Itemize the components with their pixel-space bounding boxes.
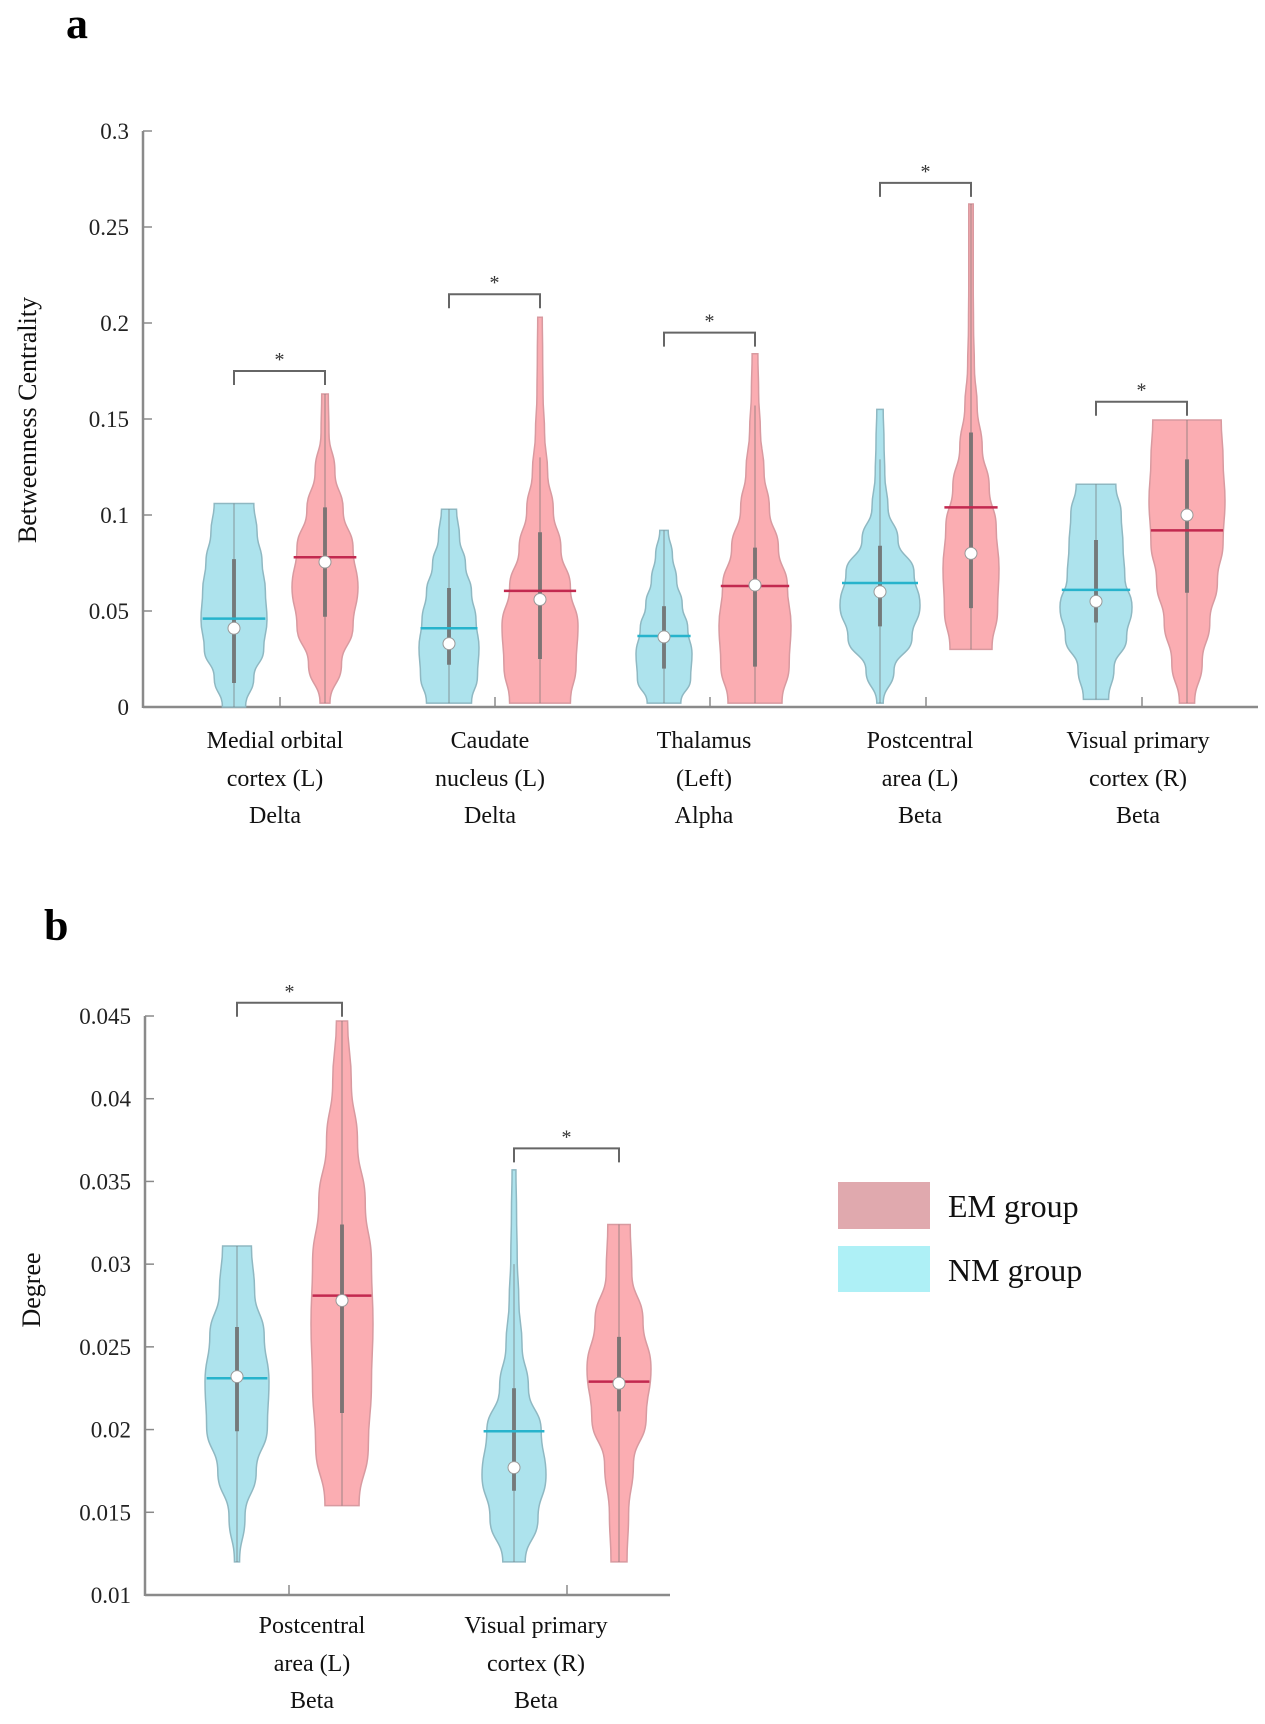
x-category-label: Medial orbital <box>207 728 344 754</box>
legend-swatch-nm <box>838 1246 930 1292</box>
median-dot-em <box>964 546 978 560</box>
y-tick-label: 0.045 <box>79 1004 131 1029</box>
x-category-label: Beta <box>898 803 942 829</box>
x-category-label: (Left) <box>676 766 732 792</box>
panel-label-a: a <box>66 0 88 48</box>
median-dot-nm <box>1089 594 1103 608</box>
x-category-label: Visual primary <box>464 1613 607 1639</box>
panel-b-chart: 0.01 0.015 0.02 0.025 0.03 0.035 0.04 0.045 Degr… <box>17 981 670 1714</box>
y-tick-label: 0.3 <box>100 119 129 144</box>
y-tick-label: 0.03 <box>91 1252 131 1277</box>
significance-bracket <box>233 370 326 385</box>
x-category-label: Alpha <box>675 803 734 829</box>
y-tick-label: 0 <box>118 695 130 720</box>
y-tick-label: 0.04 <box>91 1087 132 1112</box>
y-tick-label: 0.015 <box>79 1500 131 1525</box>
median-dot-nm <box>657 630 671 644</box>
significance-star: * <box>705 311 715 333</box>
x-category-label: Delta <box>464 803 516 829</box>
legend-swatch-em <box>838 1182 930 1229</box>
panel-a-chart: 0 0.05 0.1 0.15 0.2 0.25 0.3 Betweenness Centra… <box>13 119 1258 829</box>
x-category-label: area (L) <box>882 766 959 792</box>
significance-bracket <box>448 293 541 309</box>
legend-label-em: EM group <box>948 1188 1079 1224</box>
x-category-label: cortex (R) <box>1089 766 1187 792</box>
median-dot-em <box>318 555 332 569</box>
significance-star: * <box>285 981 295 1003</box>
median-dot-em <box>748 578 762 592</box>
significance-star: * <box>1137 380 1147 402</box>
legend-label-nm: NM group <box>948 1252 1082 1288</box>
x-category-label: Visual primary <box>1066 728 1209 754</box>
x-category-label: Thalamus <box>657 728 752 754</box>
median-dot-em <box>335 1294 349 1308</box>
median-dot-nm <box>227 621 241 635</box>
x-category-label: Beta <box>1116 803 1160 829</box>
legend: EM group NM group <box>838 1182 1082 1292</box>
median-dot-nm <box>873 585 887 599</box>
y-tick-label: 0.025 <box>79 1335 131 1360</box>
significance-star: * <box>921 161 931 183</box>
panel-label-b: b <box>44 901 68 950</box>
significance-bracket <box>513 1147 620 1163</box>
significance-bracket <box>879 181 972 197</box>
significance-bracket <box>663 331 756 347</box>
y-tick-label: 0.25 <box>89 215 129 240</box>
significance-bracket <box>236 1001 343 1017</box>
median-dot-em <box>533 592 547 606</box>
median-dot-nm <box>230 1370 244 1384</box>
y-tick-label: 0.1 <box>100 503 129 528</box>
x-category-label: Postcentral <box>259 1613 366 1639</box>
median-dot-nm <box>442 637 456 651</box>
y-tick-label: 0.2 <box>100 311 129 336</box>
x-category-label: cortex (R) <box>487 1651 585 1677</box>
y-tick-label: 0.05 <box>89 599 129 624</box>
significance-star: * <box>275 349 285 371</box>
y-tick-label: 0.02 <box>91 1418 131 1443</box>
significance-star: * <box>490 272 500 294</box>
significance-bracket <box>1095 400 1188 416</box>
x-category-label: Postcentral <box>867 728 974 754</box>
x-category-label: Delta <box>249 803 301 829</box>
y-axis-title: Degree <box>17 1252 46 1327</box>
x-category-label: Beta <box>514 1688 558 1714</box>
median-dot-em <box>1180 508 1194 522</box>
x-category-label: nucleus (L) <box>435 766 545 792</box>
x-category-label: Beta <box>290 1688 334 1714</box>
y-tick-label: 0.15 <box>89 407 129 432</box>
x-category-label: Caudate <box>451 728 530 754</box>
median-dot-nm <box>507 1461 521 1475</box>
y-tick-label: 0.01 <box>91 1583 131 1608</box>
x-category-label: area (L) <box>274 1651 351 1677</box>
x-category-label: cortex (L) <box>227 766 324 792</box>
significance-star: * <box>562 1126 572 1148</box>
median-dot-em <box>612 1376 626 1390</box>
y-tick-label: 0.035 <box>79 1169 131 1194</box>
y-axis-title: Betweenness Centrality <box>13 297 42 543</box>
